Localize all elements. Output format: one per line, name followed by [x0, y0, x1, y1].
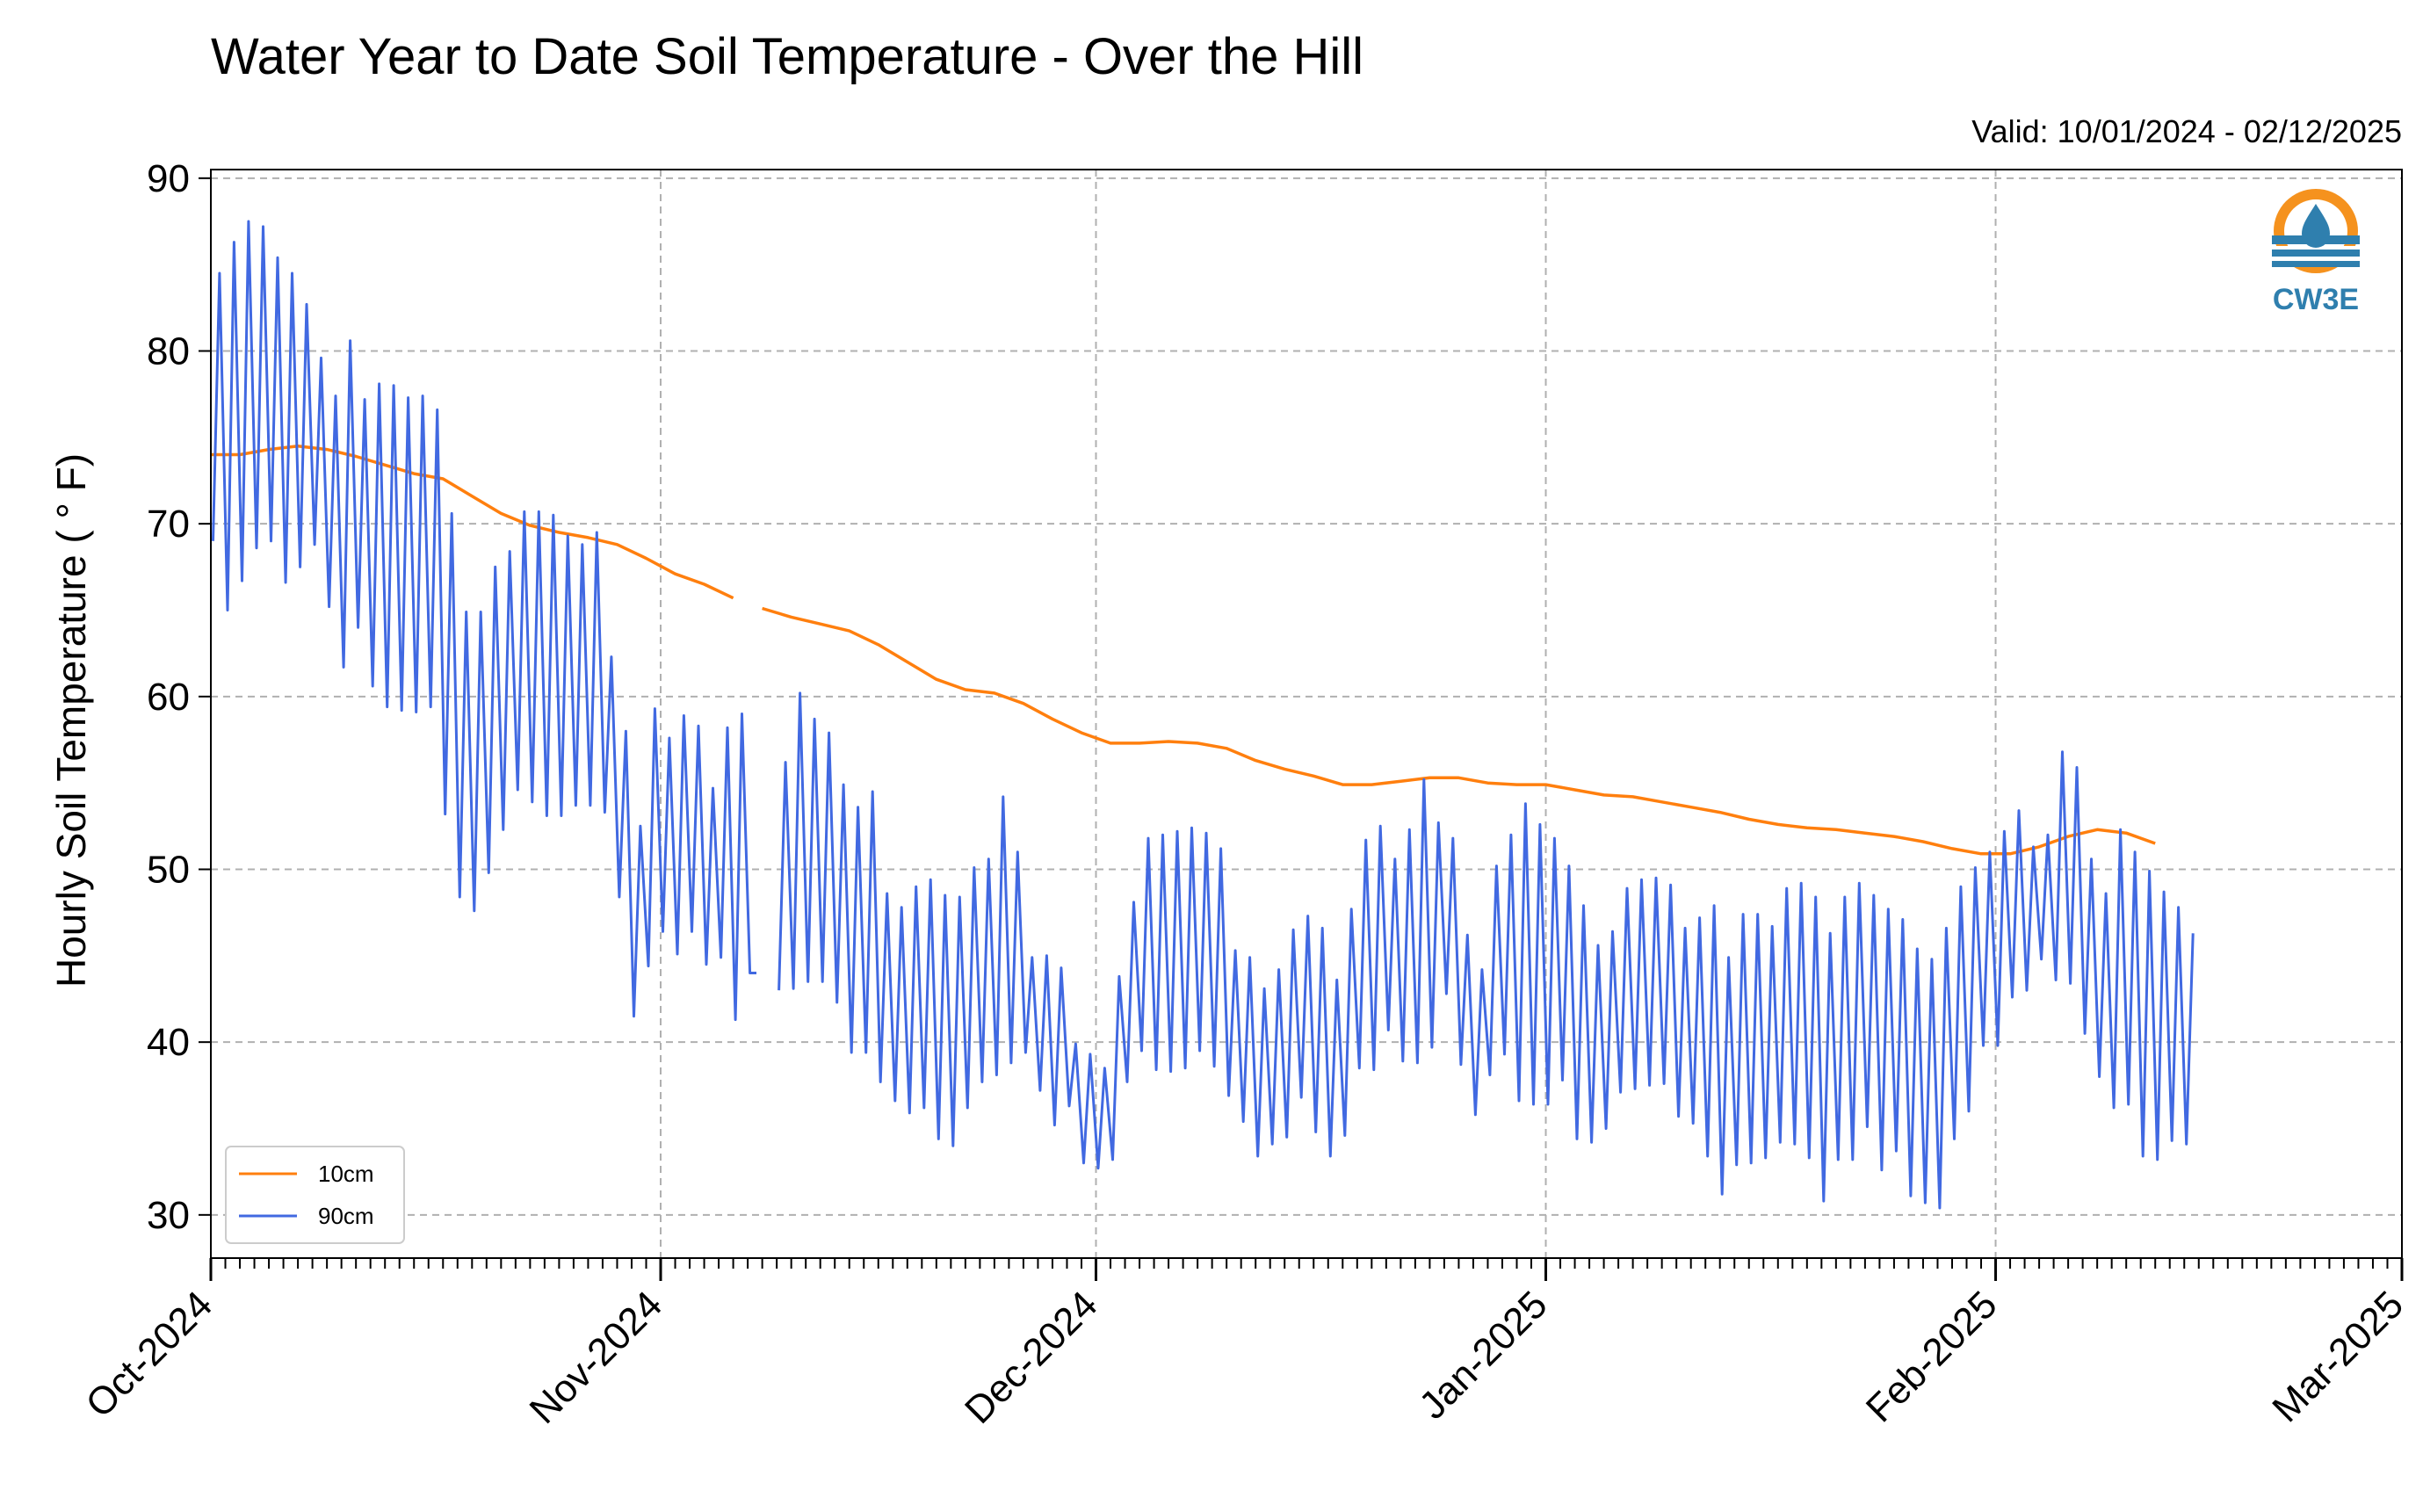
y-tick-label-80: 80 — [147, 330, 190, 373]
series-line-90cm — [212, 220, 2195, 1210]
legend: 10cm 90cm — [225, 1146, 405, 1244]
chart-subtitle: Valid: 10/01/2024 - 02/12/2025 — [1971, 113, 2402, 149]
y-tick-label-30: 30 — [147, 1194, 190, 1237]
legend-box — [225, 1146, 405, 1244]
grid-lines — [211, 170, 2402, 1258]
y-tick-label-60: 60 — [147, 676, 190, 719]
y-tick-label-90: 90 — [147, 157, 190, 200]
y-tick-label-40: 40 — [147, 1021, 190, 1064]
water-drop-icon — [2302, 204, 2330, 248]
logo-text: CW3E — [2273, 283, 2359, 316]
y-tick-label-70: 70 — [147, 503, 190, 546]
y-tick-label-50: 50 — [147, 849, 190, 892]
series-lines — [211, 220, 2195, 1210]
cw3e-logo: CW3E — [2272, 189, 2360, 316]
legend-label-10cm: 10cm — [318, 1161, 374, 1187]
chart-title: Water Year to Date Soil Temperature - Ov… — [211, 28, 1363, 85]
plot-frame — [210, 169, 2403, 1259]
axes — [199, 169, 2404, 1281]
legend-label-90cm: 90cm — [318, 1203, 374, 1229]
y-tick-labels: 30 40 50 60 70 80 90 — [147, 157, 190, 1237]
y-axis-label: Hourly Soil Temperature ( ° F) — [48, 453, 94, 988]
